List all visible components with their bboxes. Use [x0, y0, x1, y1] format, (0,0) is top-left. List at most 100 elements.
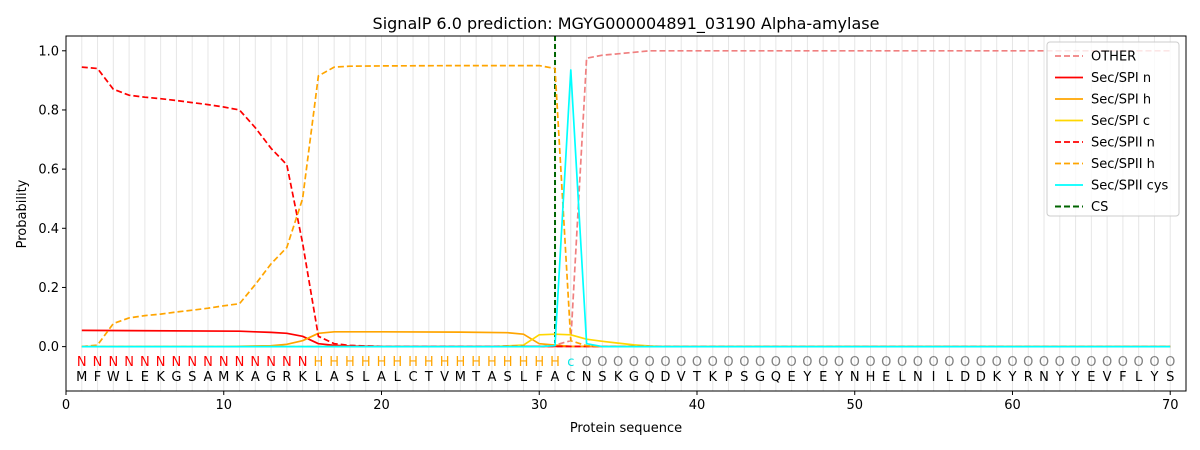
series-line-sec-spi-c: [81, 333, 1171, 348]
sequence-residue: T: [424, 370, 433, 385]
sequence-residue: F: [94, 370, 101, 385]
sequence-residue: L: [898, 370, 906, 385]
x-tick-label: 10: [215, 398, 232, 413]
sequence-residue: L: [315, 370, 323, 385]
sequence-residue: V: [677, 370, 686, 385]
y-tick-label: 0.8: [38, 103, 59, 118]
region-label: H: [424, 355, 434, 370]
region-label: O: [1086, 355, 1096, 370]
region-label: O: [1039, 355, 1049, 370]
region-label: H: [408, 355, 418, 370]
region-label: O: [1055, 355, 1065, 370]
region-label: N: [187, 355, 197, 370]
region-label: N: [250, 355, 260, 370]
y-tick-label: 1.0: [38, 44, 59, 59]
sequence-residue: V: [440, 370, 449, 385]
region-label: O: [1134, 355, 1144, 370]
sequence-residue: K: [298, 370, 307, 385]
region-label: N: [93, 355, 103, 370]
sequence-residue: Y: [1149, 370, 1158, 385]
sequence-residue: K: [156, 370, 165, 385]
region-label: N: [203, 355, 213, 370]
sequence-residue: C: [566, 370, 575, 385]
sequence-residue: Y: [1055, 370, 1064, 385]
legend-entry: OTHER: [1091, 50, 1136, 65]
region-label: N: [235, 355, 245, 370]
sequence-residue: G: [266, 370, 276, 385]
region-label: O: [850, 355, 860, 370]
sequence-residue: G: [171, 370, 181, 385]
sequence-residue: A: [487, 370, 496, 385]
sequence-residue: N: [850, 370, 860, 385]
y-tick-label: 0.6: [38, 163, 59, 178]
sequence-residue: S: [598, 370, 606, 385]
sequence-residue: L: [394, 370, 402, 385]
series-line-sec-spi-h: [81, 330, 1171, 348]
sequence-residue: F: [535, 370, 542, 385]
region-label: O: [960, 355, 970, 370]
sequence-residue: Y: [1008, 370, 1017, 385]
sequence-residue: V: [1103, 370, 1112, 385]
region-label: H: [519, 355, 529, 370]
series-lines: [81, 49, 1171, 348]
region-label: O: [660, 355, 670, 370]
sequence-residue: H: [866, 370, 876, 385]
region-label: O: [1165, 355, 1175, 370]
legend-entry: Sec/SPI h: [1091, 93, 1151, 108]
region-label: O: [613, 355, 623, 370]
region-label: O: [1023, 355, 1033, 370]
region-label: N: [298, 355, 308, 370]
region-label: O: [928, 355, 938, 370]
sequence-residue: S: [188, 370, 196, 385]
region-label: N: [219, 355, 229, 370]
region-label: O: [881, 355, 891, 370]
region-label: O: [818, 355, 828, 370]
region-label: O: [771, 355, 781, 370]
sequence-residue: A: [251, 370, 260, 385]
region-label: O: [1102, 355, 1112, 370]
region-label: O: [676, 355, 686, 370]
legend-entry: Sec/SPI n: [1091, 71, 1151, 86]
x-tick-label: 40: [689, 398, 706, 413]
x-tick-label: 50: [846, 398, 863, 413]
legend-entry: Sec/SPII h: [1091, 157, 1155, 172]
sequence-residue: L: [1135, 370, 1143, 385]
sequence-residue: T: [692, 370, 701, 385]
legend: OTHER Sec/SPI n Sec/SPI h Sec/SPI c Sec/SPII…: [1046, 41, 1180, 217]
region-label: O: [739, 355, 749, 370]
sequence-residue: D: [660, 370, 670, 385]
grid: [81, 36, 1171, 391]
sequence-residue: Y: [1071, 370, 1080, 385]
region-label: H: [471, 355, 481, 370]
sequence-residue: N: [582, 370, 592, 385]
y-axis-label: Probability: [15, 179, 30, 248]
sequence-residue: S: [504, 370, 512, 385]
region-label: N: [172, 355, 182, 370]
sequence-residue: K: [708, 370, 717, 385]
region-label: N: [140, 355, 150, 370]
region-label: H: [503, 355, 513, 370]
sequence-residue: L: [520, 370, 528, 385]
region-label: O: [1118, 355, 1128, 370]
region-label: O: [1007, 355, 1017, 370]
region-label: O: [787, 355, 797, 370]
sequence-residue: L: [125, 370, 133, 385]
sequence-residue: Y: [802, 370, 811, 385]
sequence-residue: Y: [834, 370, 843, 385]
series-line-sec-spii-h: [81, 64, 1171, 348]
region-label: O: [976, 355, 986, 370]
sequence-residue: E: [1087, 370, 1095, 385]
sequence-residue: A: [377, 370, 386, 385]
region-label: O: [723, 355, 733, 370]
region-label: O: [629, 355, 639, 370]
region-label: c: [567, 355, 574, 370]
region-label: O: [802, 355, 812, 370]
sequence-residue: A: [204, 370, 213, 385]
sequence-residue: E: [788, 370, 796, 385]
sequence-residue: S: [1166, 370, 1174, 385]
y-tick-label: 0.4: [38, 222, 59, 237]
sequence-residue: R: [282, 370, 291, 385]
x-tick-label: 0: [62, 398, 70, 413]
sequence-residue: D: [976, 370, 986, 385]
